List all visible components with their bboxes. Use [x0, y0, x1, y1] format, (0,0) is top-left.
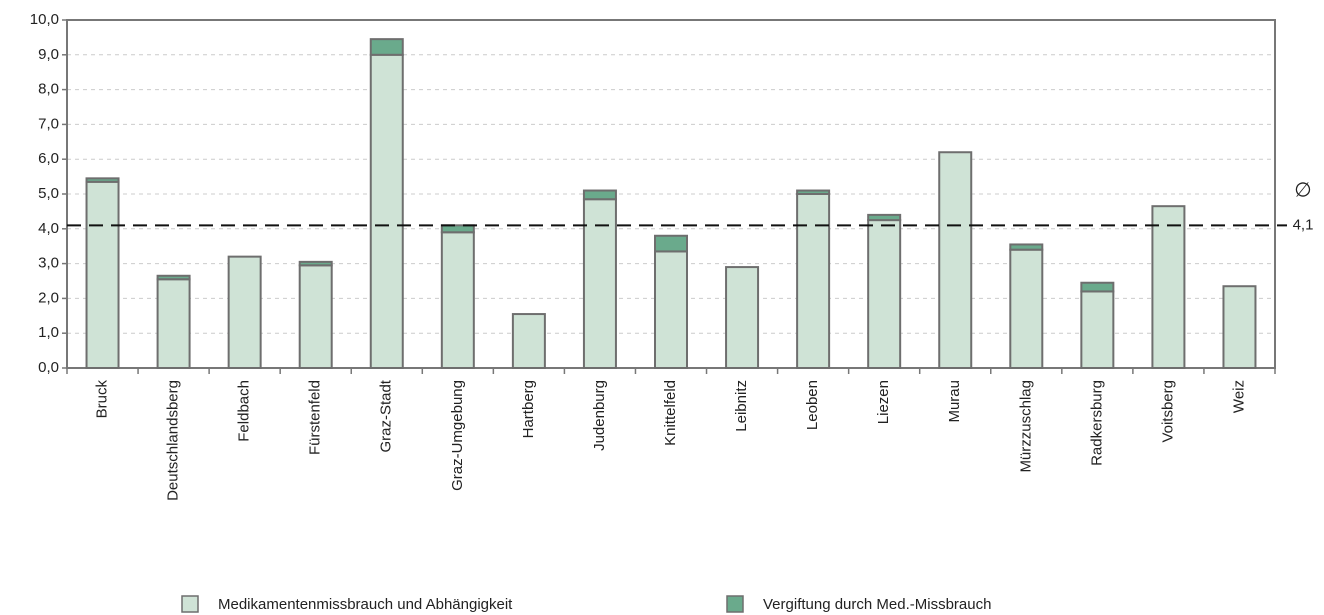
y-tick-label: 3,0 [38, 255, 59, 272]
x-tick-label: Bruck [93, 380, 110, 419]
bar-segment [511, 313, 546, 369]
legend-label: Vergiftung durch Med.-Missbrauch [763, 596, 991, 613]
legend-swatch [726, 595, 744, 613]
bar-segment [369, 38, 404, 56]
y-tick-label: 0,0 [38, 359, 59, 376]
bar-segment [156, 278, 191, 370]
x-tick-label: Fürstenfeld [307, 380, 324, 455]
bar-segment [85, 180, 120, 369]
y-tick-label: 5,0 [38, 185, 59, 202]
x-tick-label: Graz-Umgebung [449, 380, 466, 491]
bar-segment [156, 274, 191, 281]
bar-segment [654, 250, 688, 369]
bar-segment [1009, 243, 1044, 251]
bar-segment [725, 266, 760, 369]
x-tick-label: Leibnitz [733, 380, 750, 432]
x-tick-label: Judenburg [591, 380, 608, 451]
bar-segment [227, 255, 262, 370]
bar-segment [867, 219, 902, 369]
x-tick-label: Liezen [875, 380, 892, 424]
bar-segment [654, 234, 688, 253]
x-tick-label: Voitsberg [1159, 380, 1176, 443]
x-tick-label: Hartberg [520, 380, 537, 438]
x-tick-label: Graz-Stadt [378, 379, 395, 452]
x-tick-label: Weiz [1230, 380, 1247, 413]
legend-swatch [181, 595, 199, 613]
bar-segment [1080, 281, 1115, 293]
bar-segment [1009, 248, 1044, 369]
bar-segment [369, 53, 404, 370]
bar-segment [85, 177, 120, 183]
average-symbol: ∅ [1294, 180, 1311, 202]
x-tick-label: Mürzzuschlag [1017, 380, 1034, 473]
bar-segment [440, 231, 475, 369]
y-tick-label: 10,0 [30, 11, 59, 28]
bar-segment [298, 260, 333, 267]
y-tick-label: 9,0 [38, 46, 59, 63]
x-tick-label: Leoben [804, 380, 821, 430]
bar-segment [582, 198, 617, 369]
x-tick-label: Radkersburg [1088, 380, 1105, 466]
y-tick-label: 2,0 [38, 289, 59, 306]
bar-segment [1151, 205, 1186, 369]
legend-label: Medikamentenmissbrauch und Abhängigkeit [218, 596, 513, 613]
bar-segment [298, 264, 333, 369]
bar-segment [582, 189, 617, 201]
bar-segment [440, 224, 475, 234]
bar-segment [938, 151, 973, 369]
x-tick-label: Deutschlandsberg [165, 380, 182, 501]
bar-segment [796, 193, 831, 369]
y-tick-label: 4,0 [38, 220, 59, 237]
bar-segment [867, 213, 902, 222]
bar-segment [1080, 290, 1115, 369]
x-tick-label: Knittelfeld [662, 380, 679, 446]
y-tick-label: 8,0 [38, 81, 59, 98]
bar-segment [796, 189, 831, 196]
x-tick-label: Feldbach [236, 380, 253, 442]
x-tick-label: Murau [946, 380, 963, 423]
y-tick-label: 6,0 [38, 150, 59, 167]
y-tick-label: 7,0 [38, 115, 59, 132]
bar-segment [1222, 285, 1257, 369]
y-tick-label: 1,0 [38, 324, 59, 341]
average-label: 4,1 [1293, 216, 1314, 233]
